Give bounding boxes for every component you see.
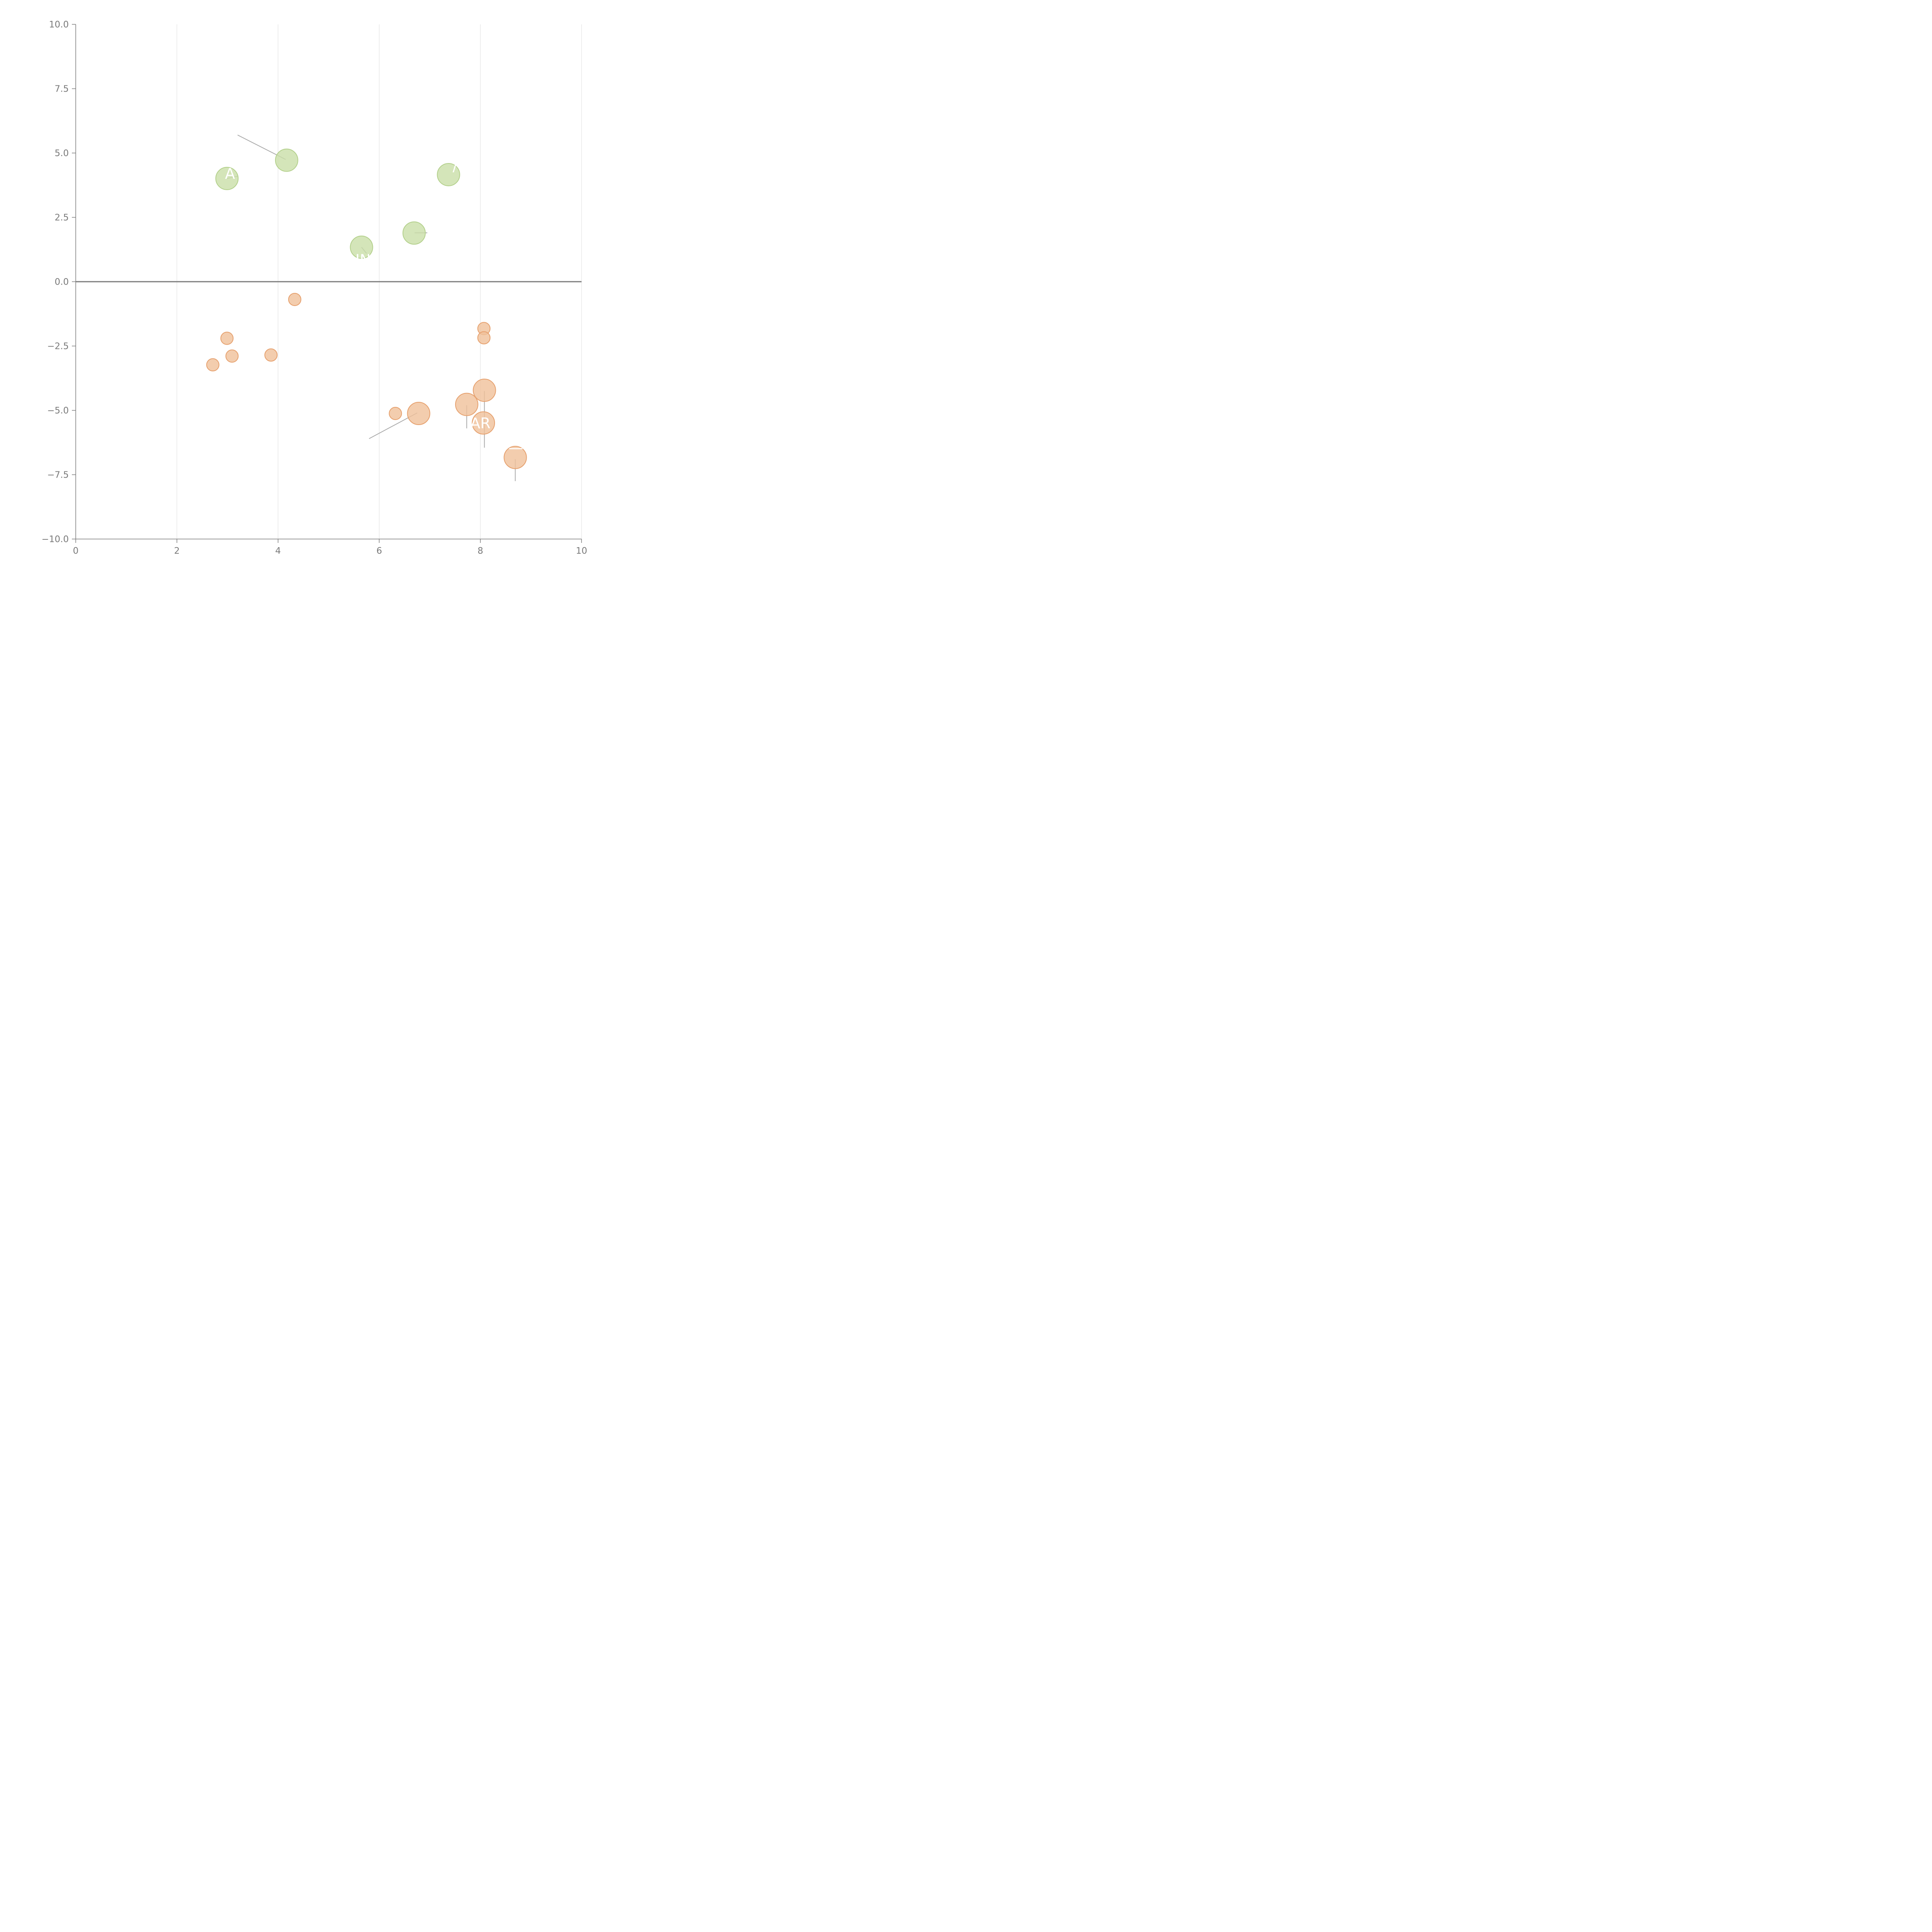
y-tick-label: −10.0: [42, 534, 69, 544]
data-point-negative: [473, 379, 496, 402]
x-tick-label: 6: [376, 546, 382, 556]
label-layer: A LIN / AR —: [225, 157, 523, 456]
data-point-negative: [472, 411, 495, 435]
y-tick-label: −7.5: [47, 470, 69, 480]
data-point-positive: [437, 163, 460, 186]
y-tick-label: 7.5: [54, 84, 69, 94]
data-point-positive: [275, 148, 298, 172]
data-point-negative: [288, 293, 301, 306]
y-tick-label: 2.5: [54, 213, 69, 223]
scatter-chart: 0 2 4 6 8 10 10.0 7.5 5.0 2.5 0.0 −2.5 −5.0 −7.5 −10.0…: [42, 20, 587, 556]
point-label: A: [225, 165, 235, 182]
point-label: LIN: [347, 251, 371, 268]
x-tick-label: 0: [73, 546, 79, 556]
x-tick-label: 4: [275, 546, 281, 556]
point-label: —: [509, 439, 523, 456]
axis-layer: 0 2 4 6 8 10 10.0 7.5 5.0 2.5 0.0 −2.5 −5.0 −7.5 −10.0: [42, 20, 587, 556]
y-tick-label: 5.0: [54, 148, 69, 158]
data-point-negative: [503, 446, 527, 469]
data-point-negative: [407, 401, 430, 425]
data-point-negative: [389, 406, 402, 420]
data-point-negative: [206, 358, 219, 372]
point-label: AR: [470, 415, 490, 432]
data-point-negative: [264, 348, 278, 362]
point-label: /: [452, 157, 457, 174]
data-point-negative: [477, 331, 491, 345]
data-point-positive: [215, 167, 239, 190]
x-tick-label: 2: [174, 546, 180, 556]
y-tick-label: −5.0: [47, 406, 69, 416]
data-point-negative: [455, 393, 478, 416]
data-point-positive: [350, 235, 373, 259]
point-layer: [206, 148, 527, 469]
y-tick-label: −2.5: [47, 342, 69, 352]
data-point-negative: [220, 332, 234, 345]
x-tick-label: 8: [478, 546, 483, 556]
data-point-positive: [402, 221, 426, 245]
data-point-negative: [225, 349, 239, 363]
x-tick-label: 10: [576, 546, 587, 556]
y-tick-label: 10.0: [49, 20, 69, 30]
y-tick-label: 0.0: [54, 277, 69, 287]
